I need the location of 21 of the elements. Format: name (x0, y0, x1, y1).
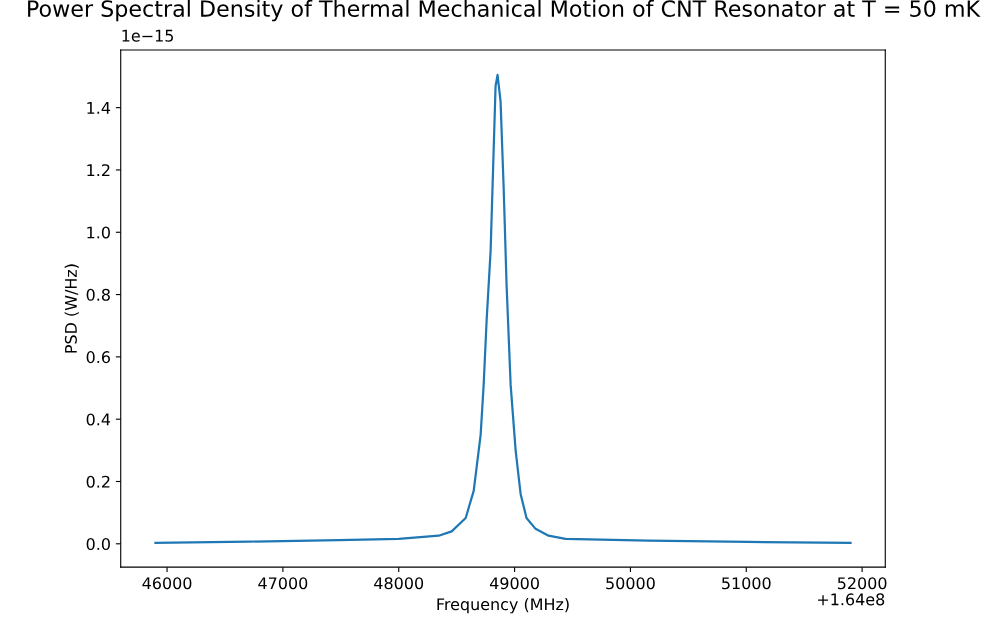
x-tick-label: 49000 (489, 577, 539, 590)
line-series (154, 73, 852, 544)
y-tick-label: 1.4 (87, 102, 111, 114)
y-tick-label: 0.4 (86, 413, 111, 426)
x-tick-label: 50000 (606, 577, 655, 590)
x-tick-label: 51000 (722, 577, 771, 590)
x-tick-label: 46000 (142, 577, 192, 590)
text: 1e−15 (122, 29, 174, 42)
x-axis-title: Frequency (MHz) (437, 597, 569, 614)
y-tick-label: 1.0 (87, 226, 110, 239)
y-tick-label: 0.8 (86, 288, 110, 301)
chart-title: Power Spectral Density of Thermal Mechanical Motion of CNT Resonator at T = 50 mK (28, 0, 981, 22)
y-tick-label: 0.2 (86, 475, 110, 488)
y-tick-label: 1.2 (87, 164, 110, 177)
text: +1.64e8 (818, 593, 885, 606)
y-tick-label: 0.6 (86, 351, 110, 364)
x-tick-label: 48000 (374, 577, 424, 590)
y-axis-title: PSD (W/Hz) (64, 264, 79, 353)
y-tick-label: 0.0 (86, 538, 110, 551)
x-tick-label: 52000 (837, 577, 887, 590)
x-tick-label: 47000 (258, 577, 308, 590)
